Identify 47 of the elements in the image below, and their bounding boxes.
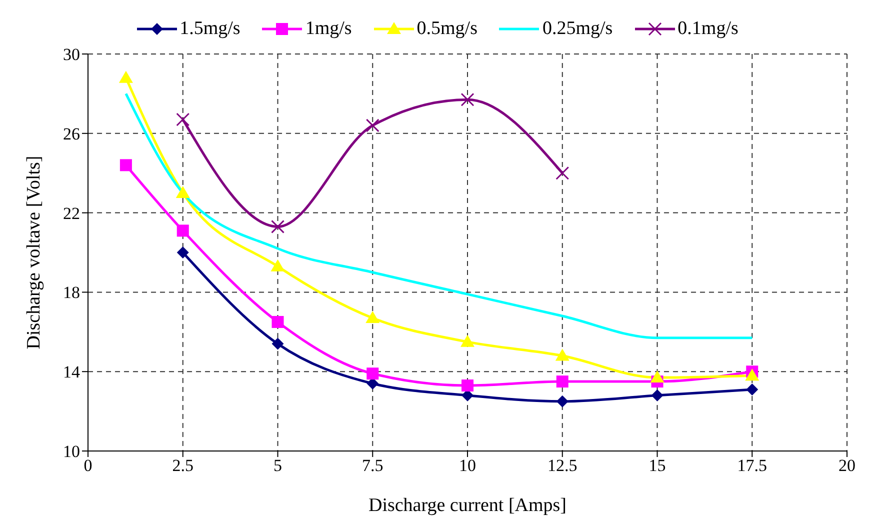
point [176, 112, 190, 126]
legend-label: 0.1mg/s [678, 18, 738, 40]
point [746, 383, 758, 396]
point [118, 70, 133, 83]
point [176, 246, 189, 258]
x-tick-label: 17.5 [737, 456, 767, 476]
y-axis-title: Discharge voltave [Volts] [24, 156, 45, 350]
point [556, 376, 568, 388]
y-tick-label: 14 [63, 362, 80, 382]
legend-label: 0.5mg/s [416, 18, 478, 40]
x-tick-label: 0 [84, 456, 92, 476]
x-tick-label: 7.5 [362, 456, 384, 476]
y-tick-label: 30 [63, 45, 80, 64]
point [366, 368, 379, 380]
point [120, 159, 132, 172]
x-tick-label: 10 [459, 456, 476, 476]
point [460, 334, 474, 347]
legend-label: 1mg/s [305, 18, 352, 40]
line-series [124, 92, 754, 340]
point [651, 389, 664, 402]
x-tick-label: 5 [274, 456, 282, 476]
point [462, 379, 474, 392]
y-tick-label: 22 [63, 204, 80, 223]
legend-label: 0.25mg/s [542, 18, 613, 40]
x-tick-label: 20 [838, 456, 856, 476]
y-tick-label: 26 [63, 124, 80, 144]
point [556, 395, 568, 408]
point [460, 92, 474, 106]
point [555, 348, 570, 361]
point [176, 186, 190, 198]
y-tick-label: 10 [63, 442, 80, 462]
point [366, 118, 380, 132]
x-tick-label: 2.5 [172, 456, 194, 476]
point [556, 166, 570, 180]
x-axis-title: Discharge current [Amps] [368, 495, 567, 516]
point [650, 370, 664, 383]
point [272, 316, 284, 328]
x-tick-label: 15 [648, 456, 666, 476]
point [366, 311, 380, 324]
point [745, 368, 760, 381]
x-tick-label: 12.5 [548, 456, 578, 476]
point [271, 220, 284, 234]
y-tick-label: 18 [63, 283, 80, 302]
point [270, 259, 285, 272]
point [272, 338, 284, 350]
point [176, 224, 189, 237]
legend-label: 1.5mg/s [180, 18, 240, 40]
